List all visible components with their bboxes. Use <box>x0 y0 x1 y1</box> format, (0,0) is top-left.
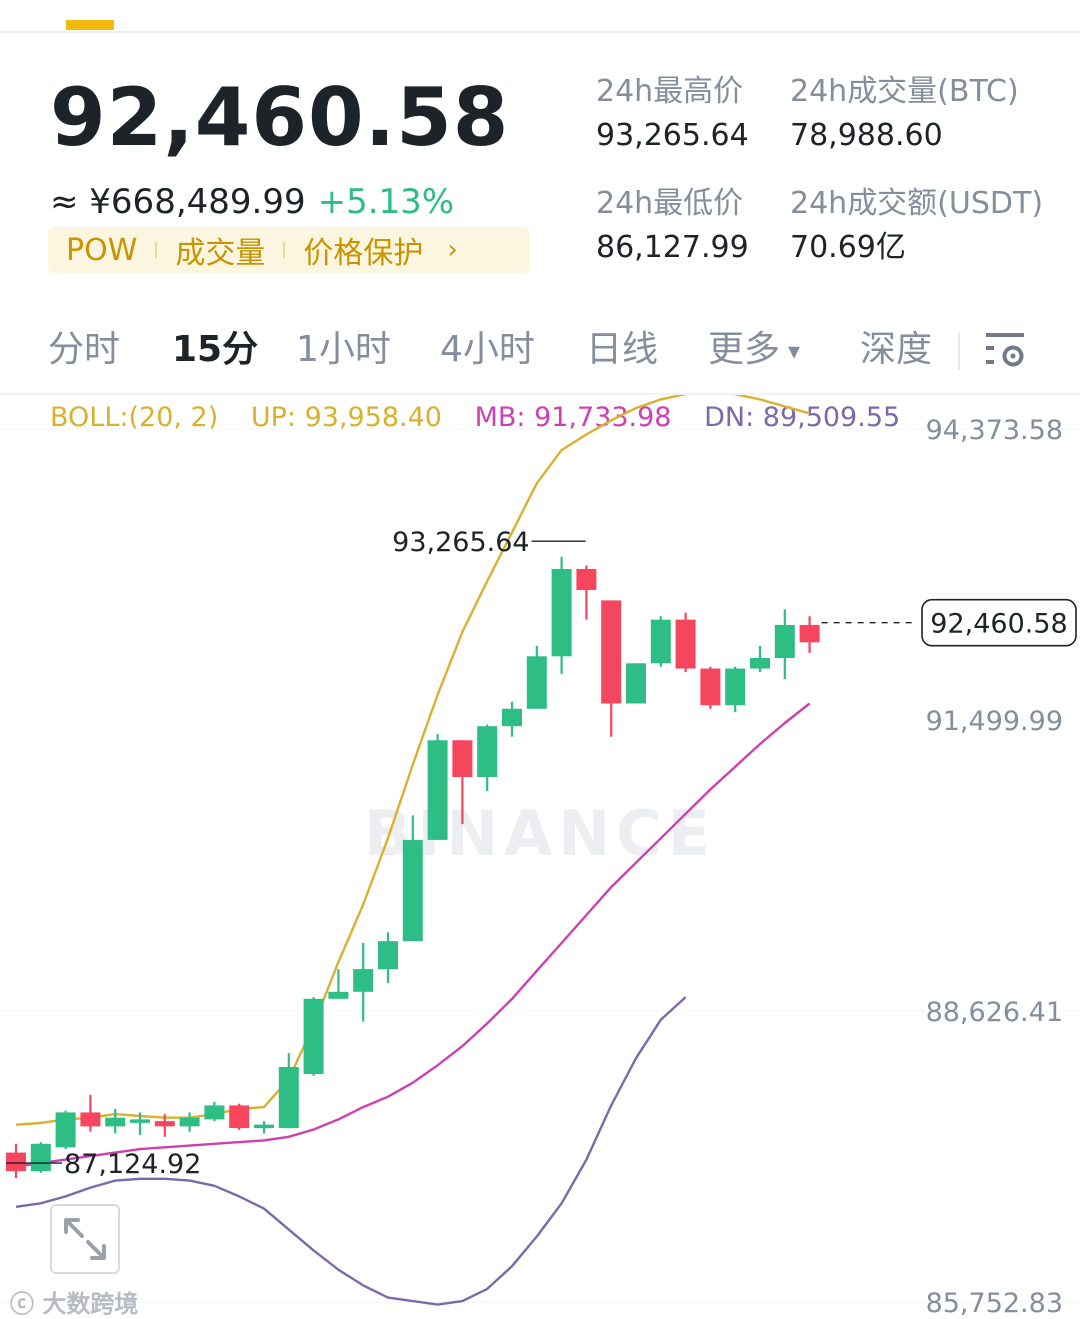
current-price-box <box>921 598 1077 647</box>
price-markers: 93,265.64 87,124.92 92,460.58 <box>6 527 1077 1180</box>
candle-up <box>204 1105 225 1120</box>
last-price: 92,460.58 <box>50 71 510 164</box>
stat-label: 24h最高价 <box>596 74 744 109</box>
tag-volume[interactable]: 成交量 <box>175 236 266 271</box>
tag-separator <box>155 242 158 258</box>
tab-more-label: 更多 <box>708 329 781 370</box>
y-tick-label: 91,499.99 <box>926 706 1063 737</box>
stat-value: 86,127.99 <box>596 230 749 265</box>
header-divider <box>0 31 1080 33</box>
tab-more[interactable]: 更多 ▾ <box>708 326 800 375</box>
caret-down-icon: ▾ <box>788 337 801 365</box>
candle-down <box>601 600 622 704</box>
candle-up <box>378 941 398 970</box>
boll-dn-value: DN: 89,509.55 <box>704 402 901 433</box>
chart-grid <box>0 428 1080 1303</box>
price-axis: 94,373.58 91,499.99 88,626.41 85,752.83 <box>926 415 1063 1319</box>
boll-up-line <box>15 395 810 1126</box>
candle-up <box>303 998 324 1075</box>
candle-up <box>477 726 498 778</box>
candle-down <box>799 624 820 643</box>
price-conversion: ≈ ¥668,489.99 +5.13% <box>50 180 454 224</box>
tag-separator <box>283 242 286 258</box>
tag-pow[interactable]: POW <box>66 232 138 268</box>
candle-up <box>328 991 349 999</box>
candle-up <box>55 1112 76 1148</box>
tab-1h[interactable]: 1小时 <box>296 329 391 370</box>
price-change-percent: +5.13% <box>317 182 455 222</box>
stat-label: 24h最低价 <box>596 186 744 221</box>
candle-down <box>80 1112 101 1127</box>
candle-up <box>626 663 646 704</box>
candle-up <box>526 656 547 709</box>
cny-price: ≈ ¥668,489.99 <box>50 182 306 222</box>
stat-label: 24h成交量(BTC) <box>790 74 1019 109</box>
chevron-right-icon[interactable]: › <box>447 235 458 265</box>
y-tick-label: 88,626.41 <box>926 997 1063 1028</box>
stat-value: 78,988.60 <box>790 118 943 153</box>
candle-down <box>6 1152 26 1172</box>
boll-dn-line <box>15 996 687 1306</box>
coin-tags-bar[interactable]: POW 成交量 价格保护 › <box>48 227 530 273</box>
candle-down <box>452 740 473 778</box>
candle-up <box>278 1067 299 1129</box>
source-watermark-logo: ⓒ 大数跨境 <box>10 1290 139 1318</box>
fullscreen-button[interactable] <box>50 1204 120 1274</box>
boll-up-value: UP: 93,958.40 <box>250 402 442 433</box>
candle-up <box>130 1119 150 1123</box>
stat-label: 24h成交额(USDT) <box>790 186 1044 221</box>
tab-1d[interactable]: 日线 <box>586 329 659 370</box>
current-price-label: 92,460.58 <box>930 609 1067 640</box>
boll-indicator-legend: BOLL:(20, 2) UP: 93,958.40 MB: 91,733.98… <box>50 400 924 436</box>
stat-24h-low: 24h最低价 86,127.99 <box>596 184 749 268</box>
candle-up <box>427 740 448 840</box>
stat-value: 93,265.64 <box>596 118 749 153</box>
candle-up <box>502 708 522 727</box>
stat-24h-high: 24h最高价 93,265.64 <box>596 72 749 156</box>
boll-bands <box>15 395 811 1306</box>
tag-price-protection[interactable]: 价格保护 <box>303 236 424 271</box>
candle-up <box>774 624 795 659</box>
active-tab-indicator <box>66 20 114 30</box>
candle-up <box>725 668 746 706</box>
candle-up <box>551 569 572 657</box>
stat-24h-volume-btc: 24h成交量(BTC) 78,988.60 <box>790 72 1019 156</box>
tab-15m[interactable]: 15分 <box>172 329 259 370</box>
candle-down <box>700 668 721 706</box>
candle-up <box>353 969 374 992</box>
tab-time-share[interactable]: 分时 <box>48 329 121 370</box>
tabs-divider <box>0 393 1080 395</box>
candle-down <box>576 569 597 590</box>
candles <box>6 556 820 1179</box>
candle-up <box>254 1124 274 1129</box>
high-marker-label: 93,265.64 <box>392 527 529 558</box>
expand-arrows-icon <box>64 1218 106 1260</box>
candle-down <box>675 619 696 669</box>
y-tick-label: 94,373.58 <box>926 415 1063 446</box>
stat-24h-volume-usdt: 24h成交额(USDT) 70.69亿 <box>790 184 1043 268</box>
candle-up <box>30 1143 51 1172</box>
candle-up <box>402 839 423 942</box>
interval-tabs: 分时 15分 1小时 4小时 日线 更多 ▾ 深度 <box>0 318 1080 384</box>
candle-up <box>105 1117 126 1127</box>
candle-up <box>179 1117 200 1127</box>
candle-down <box>229 1105 250 1129</box>
candle-up <box>650 619 671 664</box>
candle-up <box>750 658 770 669</box>
tabs-separator <box>958 332 960 370</box>
boll-mb-line <box>15 702 811 1168</box>
stat-value: 70.69亿 <box>790 230 906 265</box>
tab-4h[interactable]: 4小时 <box>440 329 535 370</box>
chart-settings-icon[interactable] <box>984 330 1028 370</box>
y-tick-label: 85,752.83 <box>926 1288 1063 1319</box>
candle-down <box>154 1121 175 1127</box>
tab-depth[interactable]: 深度 <box>860 329 933 370</box>
boll-label: BOLL:(20, 2) <box>50 402 219 433</box>
low-marker-label: 87,124.92 <box>64 1149 201 1180</box>
